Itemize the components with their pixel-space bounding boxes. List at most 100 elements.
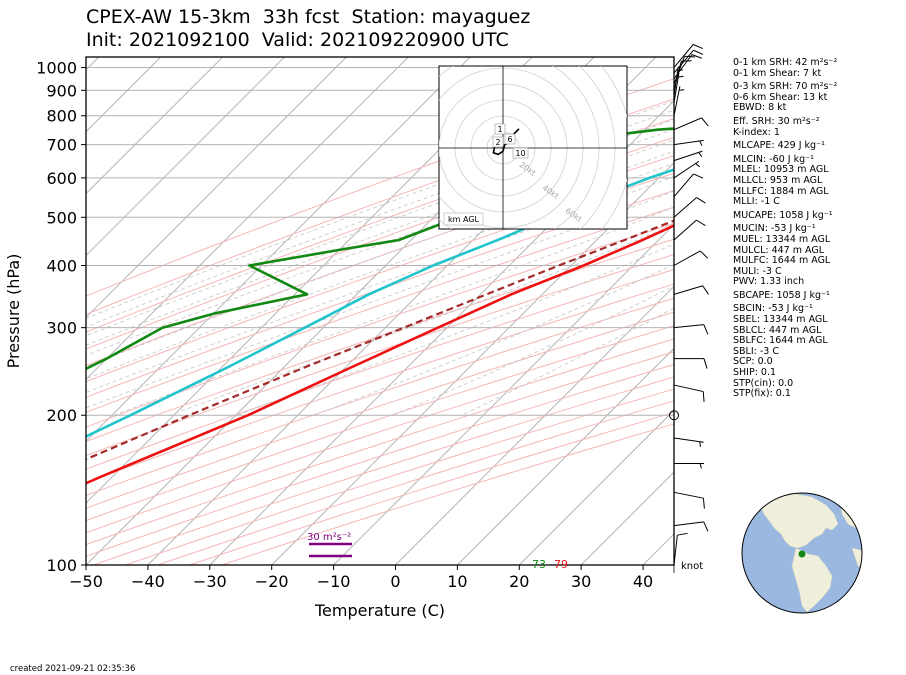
wind-barb-flag: [691, 54, 702, 59]
wind-barb: [673, 44, 704, 68]
hodograph-height-marker: 2: [492, 136, 504, 148]
sounding-index-line: K-index: 1: [733, 126, 780, 138]
sounding-index-line: Eff. SRH: 30 m²s⁻²: [733, 115, 820, 127]
wind-barb-shaft: [673, 117, 702, 131]
sounding-index-line: MLLI: -1 C: [733, 196, 780, 208]
wind-barb-shaft: [673, 491, 704, 499]
sounding-index-line: 0-6 km Shear: 13 kt: [733, 91, 828, 103]
wind-barb: [673, 49, 704, 74]
x-tick-label: 30: [571, 572, 591, 591]
y-tick-label: 900: [46, 81, 77, 100]
chart-title-line1: CPEX-AW 15-3km 33h fcst Station: mayague…: [86, 6, 531, 28]
wind-barb-flag: [702, 285, 709, 295]
sounding-index-line: EBWD: 8 kt: [733, 102, 787, 114]
wind-barb-flag: [701, 117, 709, 127]
wind-barb-half-flag: [698, 152, 703, 157]
moist-adiabat-line: [313, 264, 674, 416]
dry-adiabat-line: [86, 283, 674, 483]
dry-adiabat-line: [86, 297, 674, 496]
sounding-index-line: MULI: -3 C: [733, 265, 782, 277]
dry-adiabat-line: [86, 351, 674, 546]
sounding-index-line: SCP: 0.0: [733, 356, 773, 368]
isotherm-line: [209, 100, 674, 565]
sounding-index-line: SBCAPE: 1058 J kg⁻¹: [733, 289, 830, 301]
wind-barb: [673, 219, 706, 241]
wind-barb: [673, 160, 700, 179]
wind-barb: [673, 173, 704, 198]
wind-barb-shaft: [673, 86, 681, 116]
y-tick-label: 200: [46, 406, 77, 425]
moist-adiabat-line: [113, 206, 674, 416]
x-tick-label: −50: [69, 572, 103, 591]
y-tick-label: 300: [46, 319, 77, 338]
dry-adiabat-line: [86, 78, 674, 297]
chart-title-line2: Init: 2021092100 Valid: 202109220900 UTC: [86, 29, 509, 51]
wind-barb-shaft: [673, 285, 703, 295]
hodograph-height-label: 1: [497, 125, 502, 134]
wind-barb: [673, 521, 709, 532]
x-tick-label: 40: [633, 572, 653, 591]
hodograph-height-box: [492, 136, 504, 148]
profile-series-1: [86, 168, 674, 438]
wind-barb: [673, 437, 704, 447]
wind-barb-shaft: [673, 437, 704, 443]
surface-dewpoint-label: 73: [532, 558, 546, 571]
dry-adiabat-line: [86, 206, 674, 413]
hodograph-height-box: [504, 133, 516, 145]
mixing-ratio-line: [864, 57, 906, 178]
sounding-index-line: MLCIN: -60 J kg⁻¹: [733, 153, 814, 165]
wind-barb: [673, 532, 688, 566]
sounding-index-line: SBLCL: 447 m AGL: [733, 324, 822, 336]
isotherm-line: [395, 285, 674, 565]
wind-barb-half-flag: [677, 69, 683, 72]
sounding-index-line: 0-1 km Shear: 7 kt: [733, 67, 822, 79]
wind-unit-label: knot: [681, 561, 703, 572]
x-tick-label: −10: [317, 572, 351, 591]
isotherm-line: [580, 471, 674, 565]
hodograph-height-box: [494, 123, 506, 135]
wind-barb-flag: [693, 49, 704, 55]
wind-barb-flag: [696, 219, 706, 227]
wind-barb: [673, 197, 706, 218]
wind-barb: [673, 384, 705, 403]
dry-adiabat-line: [86, 338, 674, 534]
dry-adiabat-line: [86, 311, 674, 509]
hodograph-height-marker: 1: [494, 123, 506, 135]
wind-barb-flag: [703, 324, 709, 335]
hodograph-legend-box: [443, 212, 484, 226]
y-tick-label: 100: [46, 556, 77, 575]
wind-barb-half-flag: [699, 463, 702, 469]
hodograph-legend-label: km AGL: [448, 215, 480, 224]
wind-barb-shaft: [673, 173, 694, 198]
wind-barb: [673, 150, 703, 162]
mixing-ratio-line: [884, 57, 906, 178]
sounding-indices-panel: 0-1 km SRH: 42 m²s⁻² 0-1 km Shear: 7 kt 0-…: [733, 57, 837, 400]
isotherm-line: [86, 57, 471, 442]
dry-adiabat-line: [86, 268, 674, 470]
wind-barb-flag: [699, 250, 709, 259]
wind-barb-flag: [703, 358, 708, 369]
x-tick-label: 20: [509, 572, 529, 591]
isotherm-line: [86, 57, 347, 319]
wind-barb-flag: [684, 55, 695, 58]
sounding-index-line: MUCAPE: 1058 J kg⁻¹: [733, 209, 833, 221]
y-tick-label: 700: [46, 136, 77, 155]
wind-barb-shaft: [673, 324, 704, 329]
y-tick-label: 500: [46, 208, 77, 227]
x-tick-label: −40: [131, 572, 165, 591]
hodograph-height-label: 10: [515, 149, 525, 158]
sounding-index-line: MLCAPE: 429 J kg⁻¹: [733, 140, 825, 152]
moist-adiabat-line: [86, 119, 674, 337]
x-tick-label: −20: [255, 572, 289, 591]
x-tick-label: 10: [447, 572, 467, 591]
surface-temperature-label: 79: [554, 558, 568, 571]
dry-adiabat-line: [86, 222, 674, 428]
y-tick-label: 600: [46, 169, 77, 188]
sounding-index-line: MULFC: 1644 m AGL: [733, 255, 831, 267]
isotherm-line: [86, 57, 285, 257]
wind-barb-flag: [693, 173, 704, 179]
wind-barb-shaft: [673, 197, 697, 218]
wind-barb-shaft: [673, 139, 704, 146]
y-axis-label: Pressure (hPa): [4, 254, 23, 369]
